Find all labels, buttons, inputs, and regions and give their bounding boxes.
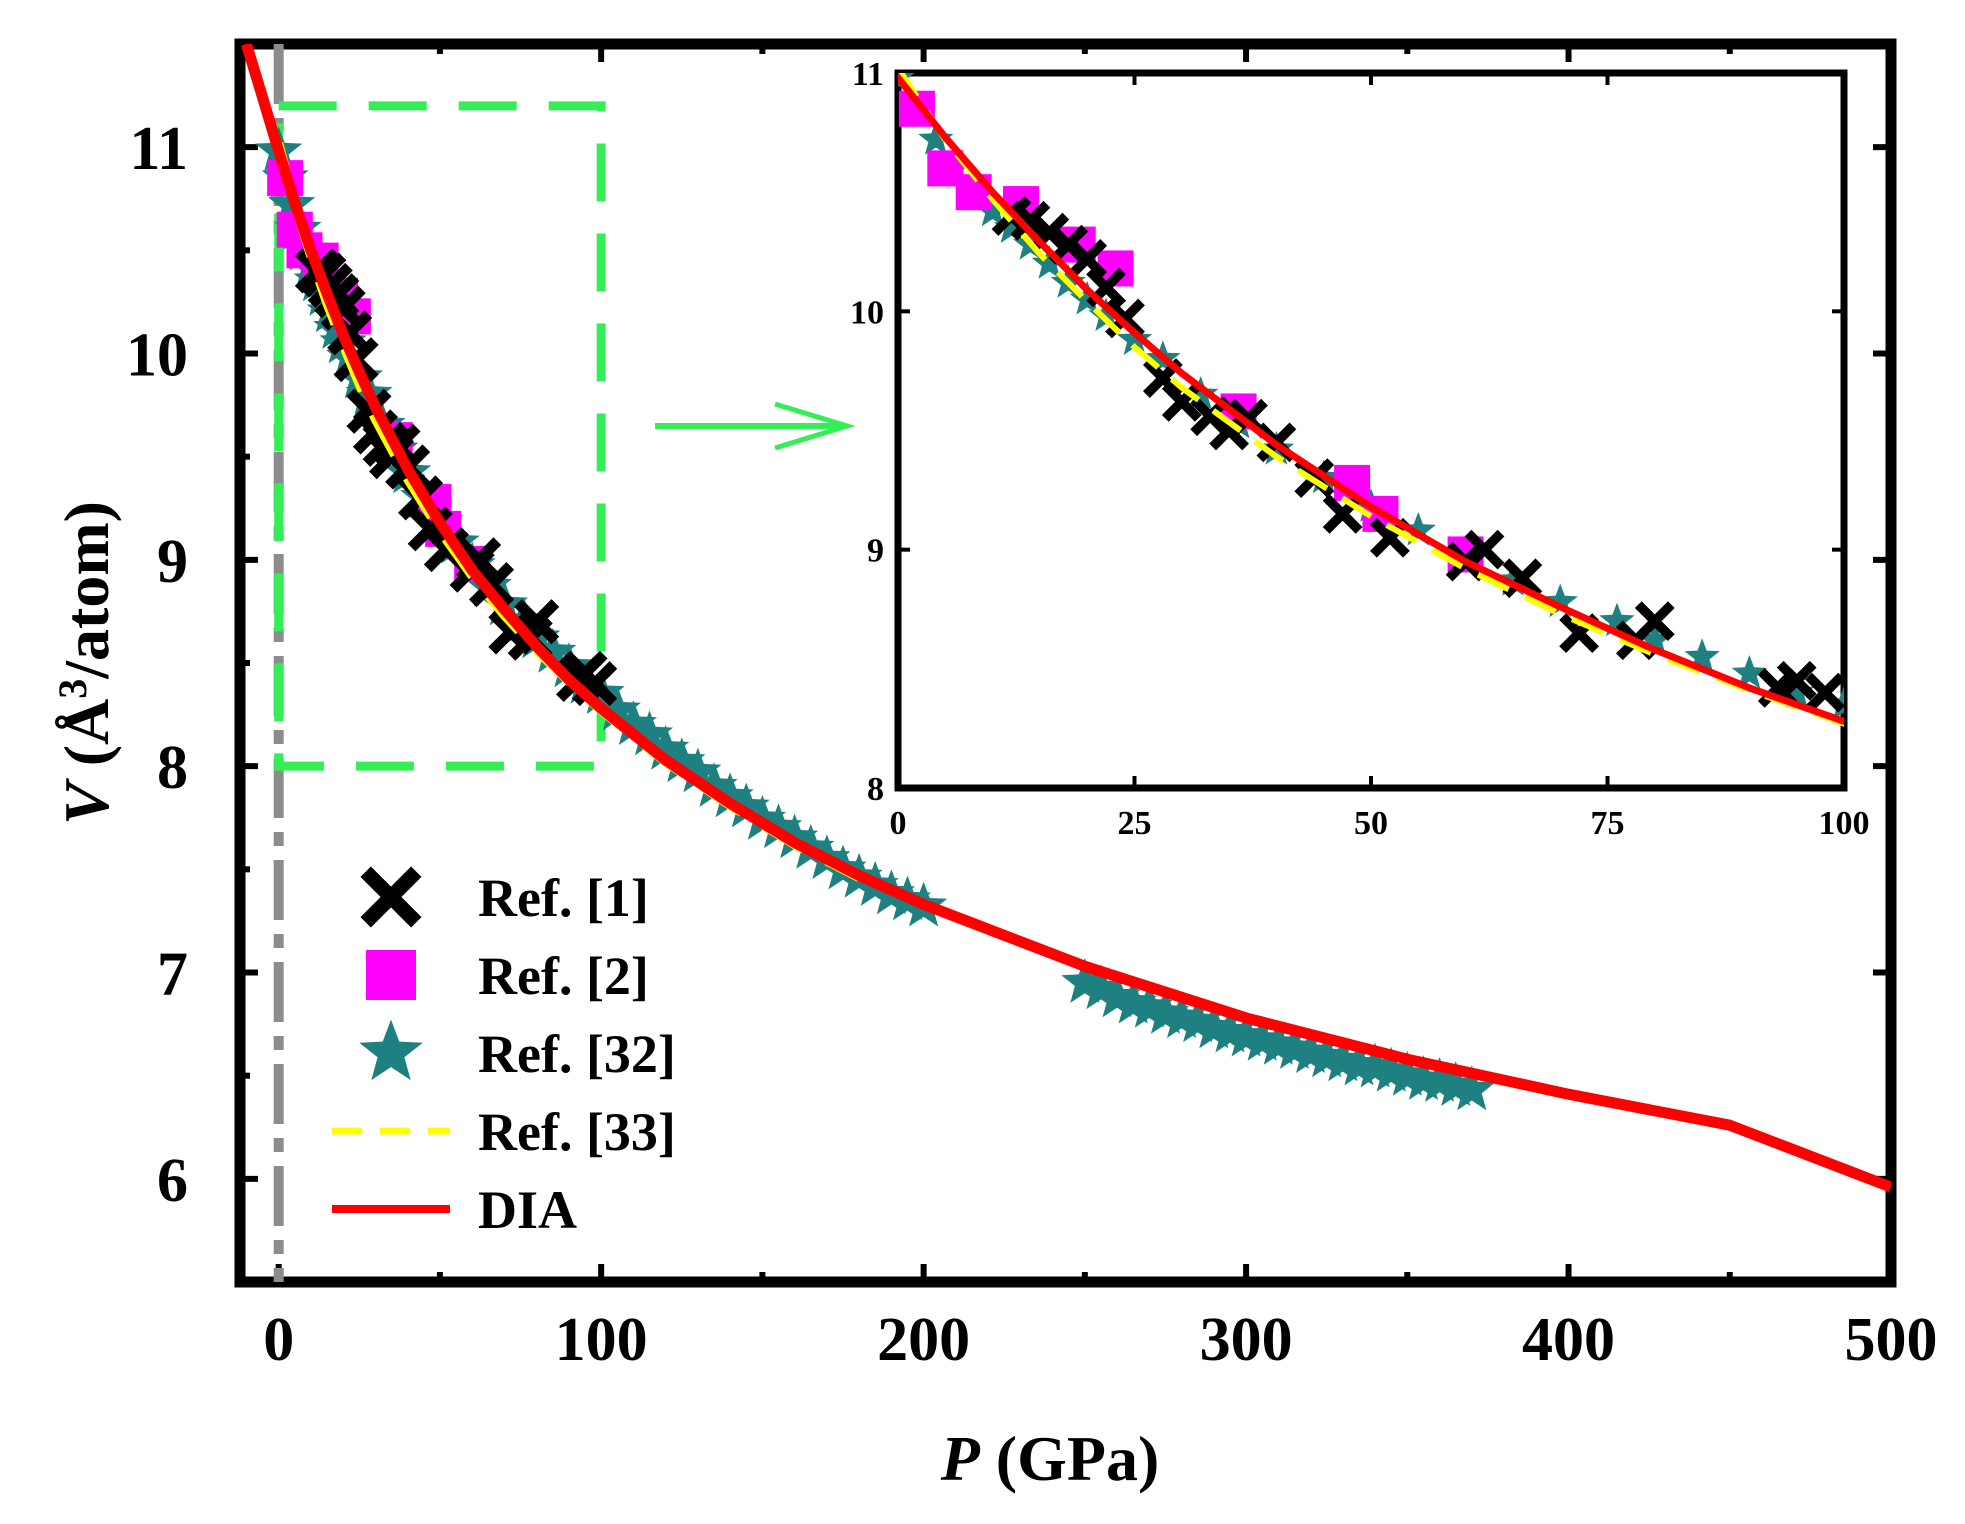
- y-axis-unit: (Å: [51, 699, 122, 767]
- data-point-ref-32: [1069, 280, 1105, 315]
- inset-y-tick-label: 11: [852, 56, 884, 93]
- series-line-ref-33: [898, 73, 1844, 727]
- inset-tick-labels: 0 25 50 75 100 8 9 10 11: [850, 56, 1870, 842]
- data-point-ref-1: [1010, 200, 1051, 241]
- inset-y-tick-label: 10: [850, 294, 884, 331]
- data-point-ref-32: [1093, 972, 1141, 1018]
- x-tick-label: 0: [263, 1306, 294, 1374]
- data-point-ref-32: [706, 772, 754, 818]
- data-point-ref-1: [1805, 672, 1844, 713]
- data-point-ref-32: [593, 685, 641, 731]
- zoom-arrow: [655, 401, 856, 451]
- y-tick-label: 9: [157, 528, 188, 596]
- legend: Ref. [1] Ref. [2] Ref. [32] Ref. [33] DIA: [332, 866, 676, 1240]
- x-axis-title: P (GPa): [940, 1423, 1160, 1494]
- data-point-ref-1: [1776, 660, 1817, 701]
- data-point-ref-32: [1599, 602, 1635, 637]
- data-point-ref-32: [1174, 997, 1222, 1043]
- data-point-ref-32: [529, 627, 577, 673]
- data-point-ref-32: [690, 762, 738, 807]
- zoom-region-box: [274, 101, 606, 771]
- data-point-ref-32: [1731, 655, 1768, 689]
- inset-axis-ticks: [896, 71, 1846, 790]
- x-tick-label: 500: [1845, 1306, 1938, 1374]
- main-axis-ticks: [240, 44, 1894, 1285]
- legend-swatch-ref-2: [366, 950, 416, 1000]
- data-point-ref-32: [722, 782, 770, 828]
- series-line-dia: [898, 73, 1844, 725]
- legend-label-ref-2: Ref. [2]: [478, 946, 649, 1006]
- data-point-ref-32: [1031, 245, 1067, 279]
- y-tick-label: 6: [157, 1147, 188, 1215]
- inset-y-tick-label: 9: [867, 533, 884, 570]
- y-tick-label: 11: [129, 115, 188, 183]
- x-tick-label: 200: [877, 1306, 970, 1374]
- data-point-ref-32: [658, 737, 706, 783]
- data-point-ref-32: [1684, 638, 1720, 672]
- data-point-ref-32: [625, 710, 674, 756]
- x-tick-label: 300: [1200, 1306, 1293, 1374]
- y-tick-label: 10: [126, 322, 188, 390]
- inset-y-tick-label: 8: [867, 771, 884, 808]
- legend-swatch-ref-32: [359, 1019, 423, 1081]
- data-point-ref-32: [1088, 297, 1124, 332]
- inset-x-tick-label: 25: [1118, 805, 1152, 842]
- data-point-ref-32: [674, 747, 722, 793]
- data-point-ref-32: [1495, 562, 1531, 596]
- data-point-ref-32: [993, 209, 1030, 243]
- data-point-ref-32: [642, 724, 690, 770]
- data-point-ref-32: [609, 700, 657, 745]
- y-tick-label: 8: [157, 734, 188, 802]
- x-axis-variable: P: [940, 1423, 981, 1494]
- x-tick-label: 100: [555, 1306, 648, 1374]
- y-tick-label: 7: [157, 941, 188, 1009]
- data-point-ref-32: [1125, 982, 1173, 1028]
- inset-x-tick-label: 0: [890, 805, 907, 842]
- y-axis-unit-tail: /atom): [51, 501, 122, 680]
- data-point-ref-32: [1116, 321, 1153, 355]
- data-point-ref-1: [1067, 239, 1108, 279]
- inset-x-tick-label: 75: [1591, 805, 1625, 842]
- data-point-ref-1: [1161, 382, 1202, 422]
- inset-x-tick-label: 50: [1354, 805, 1388, 842]
- data-point-ref-32: [1183, 376, 1219, 410]
- data-point-ref-32: [771, 813, 819, 859]
- legend-label-ref-32: Ref. [32]: [478, 1024, 676, 1084]
- main-series-layer: [241, 44, 1891, 1193]
- y-axis-unit-sup: 3: [50, 679, 95, 699]
- legend-label-ref-33: Ref. [33]: [478, 1102, 676, 1162]
- data-point-ref-32: [974, 192, 1011, 227]
- data-point-ref-32: [1061, 958, 1109, 1003]
- data-point-ref-32: [1542, 583, 1578, 618]
- legend-swatch-ref-1: [360, 866, 422, 928]
- data-point-ref-32: [754, 803, 803, 849]
- data-point-ref-32: [1779, 674, 1815, 708]
- data-point-ref-32: [918, 121, 954, 155]
- data-point-ref-32: [1637, 621, 1673, 656]
- data-point-ref-32: [1400, 512, 1436, 546]
- inset-x-tick-label: 100: [1819, 805, 1870, 842]
- data-point-ref-32: [1448, 1065, 1496, 1111]
- series-line-dia: [241, 44, 1891, 1193]
- y-axis-title: V (Å3/atom): [50, 501, 122, 825]
- x-tick-label: 400: [1522, 1306, 1615, 1374]
- legend-label-dia: DIA: [478, 1180, 577, 1240]
- legend-label-ref-1: Ref. [1]: [478, 868, 649, 928]
- data-point-ref-32: [1077, 964, 1125, 1010]
- data-point-ref-1: [1634, 601, 1675, 642]
- inset-plot-frame: [894, 69, 1848, 792]
- x-axis-unit: (GPa): [980, 1423, 1160, 1494]
- y-axis-variable: V: [51, 777, 122, 825]
- data-point-ref-1: [1502, 558, 1543, 599]
- data-point-ref-1: [1464, 529, 1505, 570]
- inset-series-layer: [898, 73, 1844, 727]
